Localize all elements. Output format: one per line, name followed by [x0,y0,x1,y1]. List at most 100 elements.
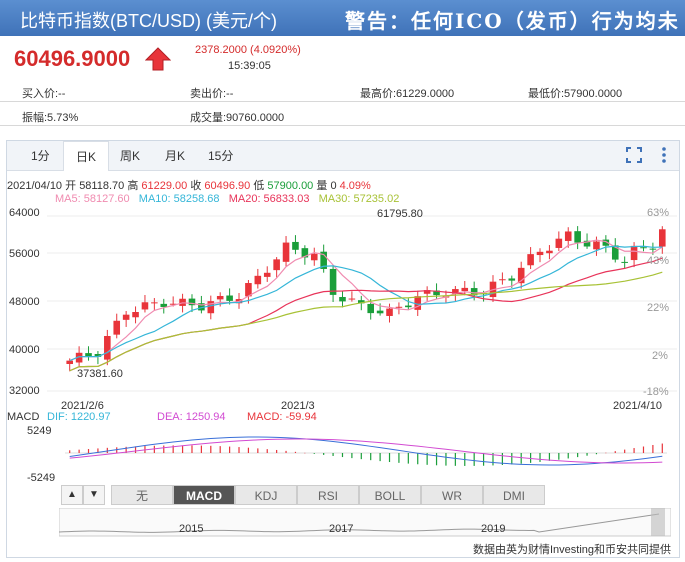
macd-bar [501,453,503,465]
nav-year-2015: 2015 [179,523,203,535]
macd-bar [257,448,259,453]
candle [226,295,233,301]
ma20-line [69,257,663,372]
macd-bar [473,453,475,466]
macd-bar [426,453,428,465]
candle [555,238,563,248]
macd-bar [200,445,202,453]
pct-tick-63: 63% [647,207,669,219]
scroll-down-button[interactable]: ▼ [83,485,105,505]
macd-bar [181,445,184,453]
indicator-none[interactable]: 无 [111,485,173,505]
candle [386,308,393,316]
tab-weekly[interactable]: 周K [120,149,141,163]
candle [94,353,102,357]
time-navigator[interactable]: 2015 2017 2019 [59,508,671,538]
macd-tick-neg: -5249 [27,472,55,481]
nav-year-2017: 2017 [329,523,353,535]
macd-bar [341,453,344,458]
candle [583,240,591,247]
macd-tick-pos: 5249 [27,425,51,437]
legend-date: 2021/04/10 [7,180,63,192]
y-tick-48000: 48000 [9,296,40,308]
candle [216,295,224,300]
candle [461,287,469,292]
candle [367,303,374,314]
macd-bar [219,446,221,453]
more-options-icon[interactable] [655,146,673,164]
candle [104,335,111,360]
buy-price: 买入价:-- [22,88,66,100]
indicator-boll[interactable]: BOLL [359,485,421,505]
macd-bar [482,453,485,466]
macd-bar [586,453,588,456]
macd-bar [266,449,268,453]
tab-15min[interactable]: 15分 [208,149,234,163]
candle [339,296,346,302]
candle [508,278,516,281]
candle [348,298,356,300]
indicator-dmi[interactable]: DMI [483,485,545,505]
legend-ma10: MA10: 58258.68 [138,193,220,205]
candle [659,229,666,247]
candle [621,261,628,263]
macd-bar [407,453,409,464]
indicator-macd[interactable]: MACD [173,485,235,505]
candle [470,288,478,296]
macd-bar [153,445,155,453]
candle [517,267,525,284]
info-row-2: 振幅:5.73% 成交量:90760.0000 [0,104,685,126]
candle [188,298,196,306]
tab-monthly[interactable]: 月K [165,149,186,163]
navigator-handle[interactable] [651,508,665,536]
amplitude: 振幅:5.73% [22,112,79,124]
sell-price: 卖出价:-- [190,88,234,100]
candle [113,320,121,335]
candle [292,241,299,250]
tab-daily[interactable]: 日K [63,141,109,171]
candle [245,283,252,297]
candle [452,289,459,294]
candle [649,248,657,250]
legend-ma20: MA20: 56833.03 [228,193,310,205]
ma5-line [69,239,663,362]
macd-bar [285,450,287,453]
macd-bar [614,451,616,453]
indicator-wr[interactable]: WR [421,485,483,505]
indicator-rsi[interactable]: RSI [297,485,359,505]
indicator-kdj[interactable]: KDJ [235,485,297,505]
macd-bar [652,444,654,453]
candle [564,231,572,241]
macd-bar [624,449,626,453]
candle [405,305,412,308]
candle [320,251,327,269]
candle [602,239,610,246]
info-row-1: 买入价:-- 卖出价:-- 最高价:61229.0000 最低价:57900.0… [0,80,685,102]
ma10-line [69,245,663,362]
candle [132,312,139,318]
macd-bar [445,453,447,466]
candle [301,248,309,258]
macd-bar [313,453,315,454]
candle [263,272,271,277]
candle [85,353,92,357]
tab-1min[interactable]: 1分 [31,149,50,163]
legend-pct: 4.09% [339,180,371,192]
y-tick-32000: 32000 [9,385,40,397]
y-tick-56000: 56000 [9,248,40,260]
macd-bar [511,453,513,465]
macd-bar [69,450,71,453]
candle [536,251,544,256]
macd-bar [633,448,635,453]
scroll-up-button[interactable]: ▲ [61,485,83,505]
fullscreen-icon[interactable] [625,146,643,164]
candle [66,360,73,364]
macd-bar [106,447,108,453]
macd-bar [247,447,250,453]
candlestick-chart: 64000 56000 48000 40000 32000 63% 43% 22… [7,207,677,481]
legend-vol: 0 [330,180,337,192]
candle [433,290,440,296]
candle [630,245,638,261]
macd-bar [605,452,607,454]
candle [329,268,337,295]
